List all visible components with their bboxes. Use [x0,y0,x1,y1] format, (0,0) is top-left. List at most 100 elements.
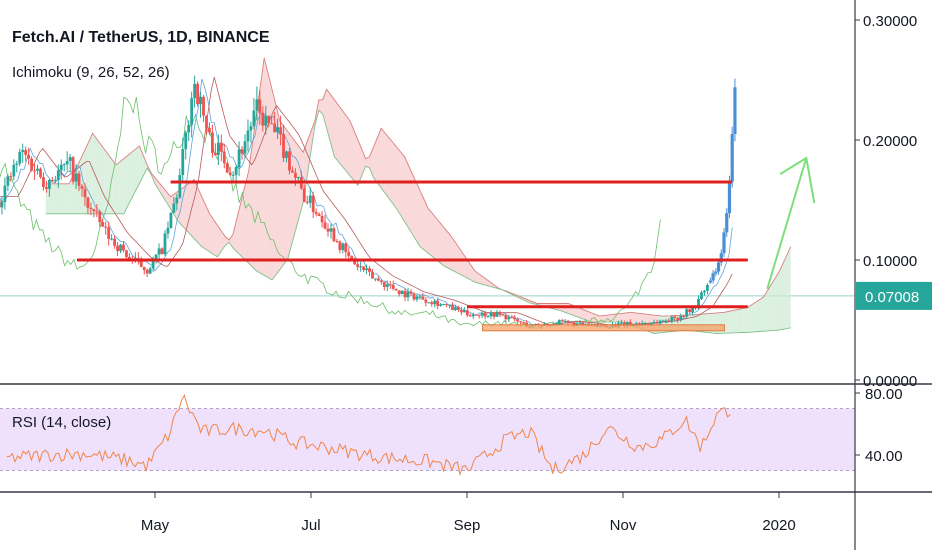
candle-body [496,312,499,317]
candle-body [579,322,582,323]
candle-body [333,228,336,241]
cloud-segment [373,138,377,183]
candle-body [241,149,244,153]
candle-body [30,159,33,171]
cloud-segment [416,182,420,246]
candle-body [84,189,87,197]
candle-body [679,316,682,320]
candle-body [451,304,454,310]
candle-body [158,248,161,254]
candle-body [522,322,525,323]
cloud-segment [420,191,424,250]
candle-body [315,212,318,214]
candle-body [561,320,564,321]
candle-body [87,197,90,208]
cloud-segment [210,214,214,255]
x-tick-label: Sep [454,517,481,534]
candle-body [338,242,341,251]
cloud-segment [120,159,124,214]
candle-body [442,304,445,305]
cloud-segment [292,137,296,246]
candle-body [184,132,187,149]
main-pane[interactable] [0,58,932,384]
candle-body [504,315,507,319]
cloud-segment [752,302,756,332]
candle-body [104,227,107,228]
cloud-segment [116,162,120,214]
candle-body [161,248,164,254]
candle-body [344,243,347,252]
candle-body [377,278,380,280]
candle-body [392,285,395,289]
candle-body [513,317,516,319]
candle-body [181,149,184,175]
candle-body [21,150,24,152]
candle-body [347,252,350,256]
candle-body [421,297,424,300]
candle-body [9,176,12,177]
candle-body [324,222,327,228]
candle-body [706,285,709,291]
x-tick-label: 2020 [762,517,795,534]
candle-body [12,165,15,177]
ichimoku-cloud [46,58,791,334]
cloud-segment [748,305,752,333]
cloud-segment [775,272,779,330]
candle-body [72,157,75,181]
projection-candle [714,272,717,274]
candle-body [356,264,359,267]
cloud-segment [728,311,732,333]
candle-body [1,202,4,208]
candle-body [327,229,330,232]
candle-body [24,150,27,155]
candle-body [57,170,60,180]
candle-body [365,268,368,270]
candle-body [416,297,419,300]
candle-body [81,186,84,189]
candle-body [253,111,256,126]
candle-body [226,163,229,172]
projection-candle [722,232,725,253]
cloud-segment [81,150,85,214]
candle-body [490,312,493,316]
candle-body [667,321,670,322]
price-tick-label: 0.10000 [863,253,917,270]
cloud-segment [724,311,728,333]
candle-body [466,310,469,315]
candle-body [404,291,407,297]
candle-body [418,297,421,298]
candle-body [398,290,401,294]
candle-body [507,317,510,319]
candle-body [312,196,315,213]
x-tick-label: Jul [301,517,320,534]
cloud-segment [448,232,452,270]
cloud-segment [260,58,264,276]
candle-body [48,180,51,189]
candle-body [75,173,78,181]
candle-body [140,261,143,267]
candle-body [306,202,309,203]
candle-body [128,257,131,258]
candle-body [558,320,561,324]
cloud-segment [740,308,744,333]
cloud-segment [736,309,740,333]
candle-body [193,84,196,98]
candle-body [205,116,208,128]
rsi-pane[interactable] [0,395,932,492]
cloud-segment [334,100,338,162]
candle-body [232,175,235,176]
candle-body [217,143,220,155]
candle-body [255,99,258,110]
rsi-tick-label: 80.00 [865,386,903,403]
cloud-segment [787,247,791,329]
candle-body [45,187,48,189]
candle-body [499,312,502,315]
cloud-segment [405,157,409,228]
candle-body [510,317,513,318]
cloud-segment [779,264,783,330]
candle-body [484,313,487,317]
candle-body [670,317,673,322]
cloud-segment [436,218,440,263]
candle-body [487,316,490,317]
